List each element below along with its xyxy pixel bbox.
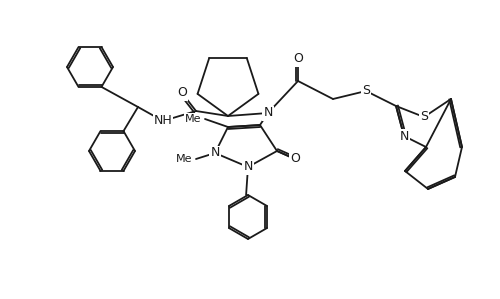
Text: Me: Me xyxy=(184,114,201,124)
Text: NH: NH xyxy=(154,115,172,127)
Text: O: O xyxy=(177,86,187,100)
Text: N: N xyxy=(264,106,272,120)
Text: S: S xyxy=(420,111,428,123)
Text: S: S xyxy=(362,85,370,97)
Text: O: O xyxy=(293,53,303,65)
Text: N: N xyxy=(400,129,408,143)
Text: N: N xyxy=(244,161,252,173)
Text: N: N xyxy=(210,147,220,159)
Text: Me: Me xyxy=(176,154,192,164)
Text: O: O xyxy=(290,152,300,166)
